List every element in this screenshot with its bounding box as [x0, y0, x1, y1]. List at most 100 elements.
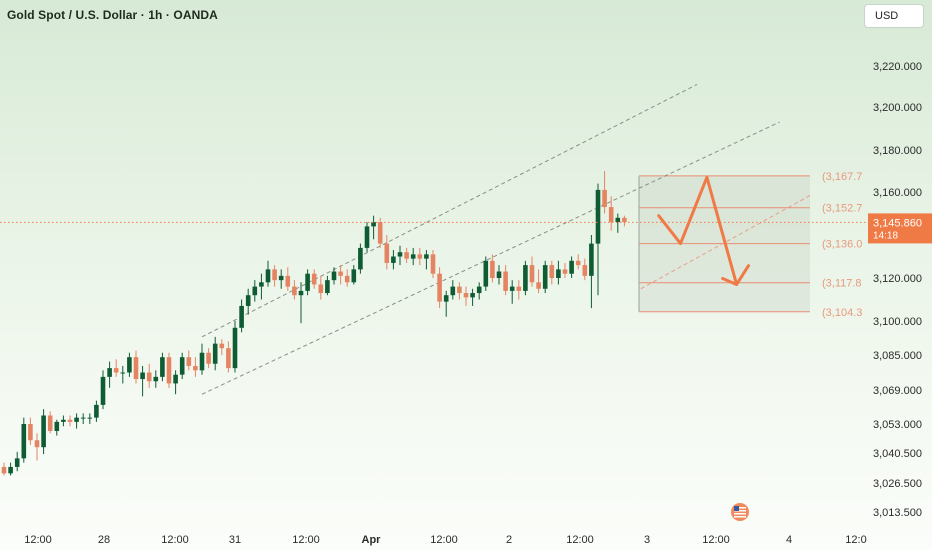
channel-line	[201, 121, 780, 395]
us-flag-icon[interactable]	[731, 503, 749, 521]
candle	[47, 411, 53, 434]
candle	[344, 269, 350, 287]
y-axis-tick-label: 3,085.000	[873, 350, 922, 362]
candle-body	[153, 376, 159, 382]
candle-body	[259, 282, 264, 287]
candle	[622, 215, 627, 227]
candle	[74, 413, 79, 429]
candle-body	[120, 372, 126, 374]
y-axis-tick-label: 3,026.500	[873, 478, 922, 490]
candle	[529, 256, 535, 287]
candle	[457, 282, 462, 300]
x-axis-tick-label: 12:0	[845, 534, 866, 546]
y-axis-tick-label: 3,120.000	[873, 273, 922, 285]
candle-body	[503, 271, 508, 291]
candle-body	[377, 222, 383, 244]
candle-body	[569, 260, 574, 274]
candle	[575, 254, 581, 270]
candle-body	[523, 265, 528, 291]
candle-body	[226, 348, 231, 369]
candle-body	[582, 265, 588, 276]
candle-body	[206, 352, 211, 364]
candle-body	[608, 207, 614, 223]
candle-body	[160, 357, 165, 377]
candle-body	[542, 265, 548, 289]
candle	[589, 235, 594, 309]
level-label: (3,167.7	[822, 171, 862, 183]
candle	[226, 341, 231, 373]
y-axis-tick-label: 3,069.000	[873, 385, 922, 397]
candle	[265, 260, 271, 287]
candle	[536, 269, 541, 294]
candle-body	[107, 368, 112, 377]
projection-path	[657, 175, 739, 286]
candle-body	[615, 217, 621, 223]
candle	[305, 269, 310, 296]
candle	[476, 282, 482, 300]
candle-body	[14, 458, 20, 467]
channel-layer	[201, 84, 813, 395]
candle	[239, 299, 244, 333]
candle	[318, 275, 324, 300]
candle-body	[193, 365, 198, 371]
level-label: (3,117.8	[822, 278, 862, 290]
candle	[404, 247, 409, 263]
candle-body	[100, 376, 106, 405]
candle	[391, 250, 396, 270]
x-axis-tick-label: Apr	[362, 534, 382, 546]
candle-body	[54, 421, 60, 431]
candle-body	[430, 254, 436, 274]
candle-body	[562, 269, 568, 274]
candle	[54, 419, 60, 436]
candle	[21, 417, 27, 463]
candle	[424, 250, 429, 270]
candle-body	[232, 327, 238, 369]
candle	[292, 280, 297, 300]
candle-body	[166, 357, 172, 384]
candle-body	[496, 271, 502, 278]
candle-body	[239, 305, 244, 328]
candle	[523, 260, 528, 296]
candle-body	[549, 265, 555, 278]
candle	[569, 256, 574, 278]
x-axis-tick-label: 3	[644, 534, 650, 546]
candle	[470, 288, 475, 306]
candle	[28, 417, 33, 445]
candle	[437, 267, 442, 309]
candle-body	[61, 419, 66, 422]
candle-body	[311, 273, 317, 285]
candle	[87, 413, 93, 424]
candle-body	[509, 286, 515, 291]
candle	[67, 415, 73, 427]
flag-icon-stripe	[734, 513, 746, 515]
candles-layer	[1, 171, 627, 476]
flag-icon-canton	[734, 506, 739, 511]
candle-body	[146, 372, 152, 382]
candle	[34, 433, 40, 461]
candle	[463, 286, 469, 306]
candle-body	[437, 273, 442, 302]
candle	[364, 222, 370, 253]
candle-body	[331, 271, 337, 281]
y-axis-tick-label: 3,053.000	[873, 419, 922, 431]
flag-icon-bg	[731, 503, 749, 521]
candle-body	[186, 357, 192, 366]
currency-button[interactable]: USD	[864, 4, 924, 28]
x-axis-tick-label: 4	[786, 534, 792, 546]
candle-body	[179, 357, 185, 375]
x-axis-tick-label: 12:00	[292, 534, 320, 546]
breakout-line	[640, 193, 813, 290]
candle-body	[199, 352, 205, 371]
candle-body	[80, 417, 86, 419]
candle-body	[622, 217, 627, 223]
x-axis-tick-label: 12:00	[566, 534, 594, 546]
y-axis-tick-label: 3,100.000	[873, 316, 922, 328]
x-axis-tick-label: 31	[229, 534, 241, 546]
candle	[430, 250, 436, 278]
flag-icon-stripe	[734, 516, 746, 518]
candle-body	[602, 189, 607, 208]
levels-layer: (3,167.7 (3,152.7 (3,136.0 (3,117.8 (3,104.3	[638, 171, 862, 319]
candle-body	[516, 286, 522, 291]
